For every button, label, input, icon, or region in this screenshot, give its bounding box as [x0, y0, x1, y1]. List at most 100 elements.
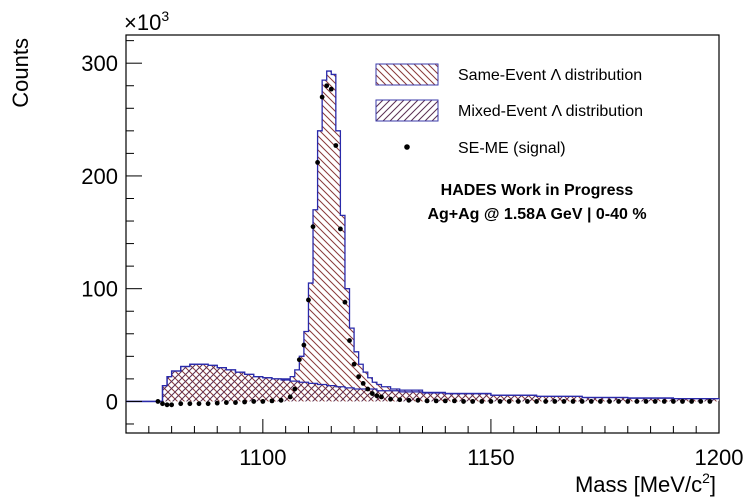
signal-point [707, 399, 713, 404]
signal-point [242, 399, 248, 405]
signal-point [506, 399, 512, 404]
signal-point [342, 299, 348, 305]
signal-point [333, 143, 339, 148]
signal-point [223, 400, 229, 405]
signal-point [347, 338, 352, 343]
x-axis-label: Mass [MeV/c2] [575, 470, 716, 497]
plot-area [126, 70, 720, 408]
y-tick-label: 300 [81, 51, 118, 76]
signal-point [397, 397, 403, 403]
signal-point [634, 399, 640, 404]
signal-point [488, 399, 494, 404]
signal-point [287, 394, 293, 400]
axis-ticks: 1100 1150 1200 0 100 200 300 [81, 40, 744, 470]
signal-point [388, 396, 393, 402]
signal-point [178, 401, 184, 407]
legend: Same-Event Λ distribution Mixed-Event Λ … [375, 63, 643, 157]
signal-point [515, 399, 521, 404]
annotation-collision: Ag+Ag @ 1.58A GeV | 0-40 % [427, 206, 646, 223]
exponent-label: ×103 [124, 8, 169, 35]
legend-swatch-mixed-event [375, 99, 439, 122]
x-tick-label: 1200 [695, 445, 744, 470]
signal-point [187, 401, 193, 407]
signal-point [269, 398, 275, 404]
y-tick-label: 100 [81, 277, 118, 302]
signal-point [543, 399, 549, 404]
signal-point [698, 399, 704, 404]
signal-point [561, 399, 567, 404]
signal-point [616, 399, 622, 404]
y-tick-label: 0 [106, 389, 118, 414]
signal-point [315, 160, 320, 165]
signal-point [365, 386, 371, 392]
signal-point [570, 399, 576, 404]
signal-point [369, 391, 375, 396]
x-axis-label-end: ] [710, 472, 716, 497]
mixed-event-line [126, 363, 720, 403]
signal-point [598, 399, 603, 404]
signal-point [379, 394, 384, 400]
y-axis-label: Counts [8, 38, 33, 108]
signal-point [214, 400, 220, 406]
signal-point [461, 399, 466, 404]
signal-point [625, 399, 631, 404]
signal-point [479, 399, 485, 404]
signal-point [452, 398, 457, 404]
signal-point [680, 399, 685, 404]
signal-point [534, 399, 539, 404]
signal-point [607, 399, 612, 404]
signal-point [351, 361, 357, 367]
signal-point [588, 399, 594, 404]
signal-point [579, 399, 585, 404]
legend-swatch-same-event [375, 63, 439, 86]
signal-point [374, 393, 380, 399]
signal-point [424, 398, 430, 404]
x-tick-label: 1150 [467, 445, 514, 470]
exponent-sup: 3 [161, 8, 169, 24]
legend-label-mixed-event: Mixed-Event Λ distribution [458, 103, 643, 120]
signal-point [552, 399, 558, 404]
signal-point [296, 357, 302, 363]
signal-point [360, 380, 366, 386]
signal-point [292, 386, 298, 392]
signal-point [155, 399, 161, 404]
signal-point [233, 400, 238, 405]
legend-marker-signal [404, 144, 410, 150]
signal-point [278, 397, 284, 403]
signal-point [689, 399, 695, 404]
signal-point [433, 398, 439, 404]
signal-point [324, 83, 330, 89]
signal-point [169, 402, 175, 408]
mixed-event-fill [126, 364, 719, 402]
signal-point [643, 399, 649, 404]
signal-point [251, 399, 257, 404]
signal-point [525, 399, 530, 404]
signal-point [337, 226, 343, 232]
signal-point [470, 399, 476, 404]
signal-point [356, 374, 362, 380]
signal-point [415, 397, 421, 403]
legend-label-same-event: Same-Event Λ distribution [458, 67, 642, 84]
x-tick-label: 1100 [239, 445, 286, 470]
x-axis-label-sup: 2 [702, 470, 710, 486]
signal-point [661, 399, 667, 404]
signal-point [328, 86, 334, 92]
signal-point [306, 297, 311, 303]
signal-point [670, 399, 676, 404]
annotation-hades: HADES Work in Progress [441, 182, 634, 199]
signal-point [406, 397, 412, 403]
signal-point [301, 342, 307, 348]
signal-point [652, 399, 658, 404]
signal-point [260, 399, 266, 404]
signal-point [164, 402, 170, 408]
signal-point [205, 401, 211, 407]
signal-point [442, 398, 448, 404]
y-tick-label: 200 [81, 164, 118, 189]
signal-point [310, 224, 316, 230]
signal-point [160, 401, 165, 407]
signal-point [497, 399, 503, 404]
signal-point [319, 94, 325, 100]
signal-point [196, 401, 202, 407]
legend-label-signal: SE-ME (signal) [458, 140, 566, 157]
